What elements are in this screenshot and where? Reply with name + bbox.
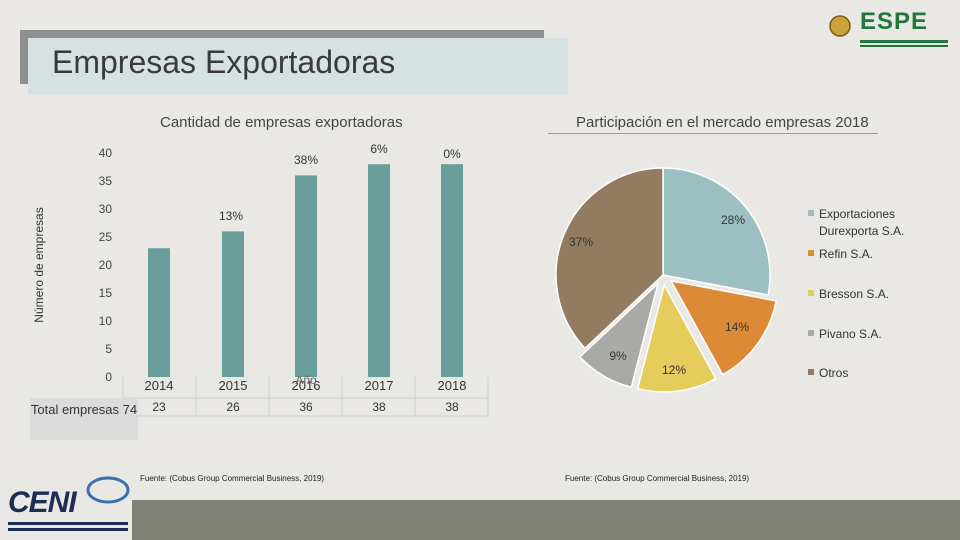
growth-label: 6% [370,142,388,156]
legend-swatch [808,369,814,375]
table-value: 38 [445,400,459,414]
x-tick-label: 2016 [292,378,321,393]
pie-value-label: 37% [569,235,593,249]
globe-icon [86,476,130,504]
table-value: 36 [299,400,313,414]
total-label: Total empresas 74 [30,402,138,417]
bar [441,164,463,377]
x-tick-label: 2014 [145,378,174,393]
y-tick-label: 15 [99,286,113,300]
growth-label: 0% [443,147,461,161]
ceni-logo-text: CENI [8,486,77,519]
pie-slice [662,167,771,296]
bar-chart-title: Cantidad de empresas exportadoras [160,114,403,131]
y-tick-label: 10 [99,314,113,328]
ceni-logo [8,476,130,531]
total-box [30,398,138,440]
x-tick-label: 2018 [438,378,467,393]
y-tick-label: 40 [99,146,113,160]
footer-band [132,500,960,540]
legend-swatch [808,250,814,256]
growth-label: 38% [294,153,318,167]
title-divider [548,133,878,134]
espe-seal-icon [829,15,851,37]
bar [148,248,170,377]
pie-value-label: 28% [721,213,745,227]
pie-chart: 28% 14% 12% 9% 37% Exportaciones Durexporta S.… [555,167,904,393]
legend-swatch [808,290,814,296]
legend-label: Bresson S.A. [819,287,889,301]
pie-value-label: 14% [725,320,749,334]
legend-swatch [808,210,814,216]
x-tick-label: 2015 [219,378,248,393]
pie-value-label: 12% [662,363,686,377]
legend-label: Exportaciones [819,207,895,221]
legend-label: Durexporta S.A. [819,224,904,238]
x-tick-label: 2017 [365,378,394,393]
bar-chart: 0 5 10 15 20 25 30 35 40 Número de empresas 2014 23… [32,142,489,417]
title-box [28,38,568,94]
table-value: 38 [372,400,386,414]
y-tick-label: 20 [99,258,113,272]
y-axis-label: Número de empresas [32,207,46,322]
growth-label: 13% [219,209,243,223]
espe-logo [829,15,948,47]
bar [368,164,390,377]
pie-slice [578,281,660,389]
y-tick-label: 30 [99,202,113,216]
pie-value-label: 9% [609,349,627,363]
pie-slice [669,279,778,376]
espe-logo-text: ESPE [860,8,929,35]
legend-label: Refin S.A. [819,247,873,261]
pie-chart-title: Participación en el mercado empresas 201… [576,114,869,131]
legend-label: Otros [819,366,848,380]
legend-label: Pivano S.A. [819,327,882,341]
bar [295,175,317,377]
slide-title: Empresas Exportadoras [52,44,396,80]
table-value: 26 [226,400,240,414]
pie-slice [636,282,717,393]
legend-swatch [808,330,814,336]
x-axis-label: Año [295,373,317,387]
pie-slice [555,167,664,350]
y-tick-label: 5 [105,342,112,356]
y-tick-label: 35 [99,174,113,188]
source-left: Fuente: (Cobus Group Commercial Business… [140,474,325,483]
bar [222,231,244,377]
table-value: 23 [152,400,166,414]
y-tick-label: 25 [99,230,113,244]
y-tick-label: 0 [105,370,112,384]
source-right: Fuente: (Cobus Group Commercial Business… [565,474,750,483]
